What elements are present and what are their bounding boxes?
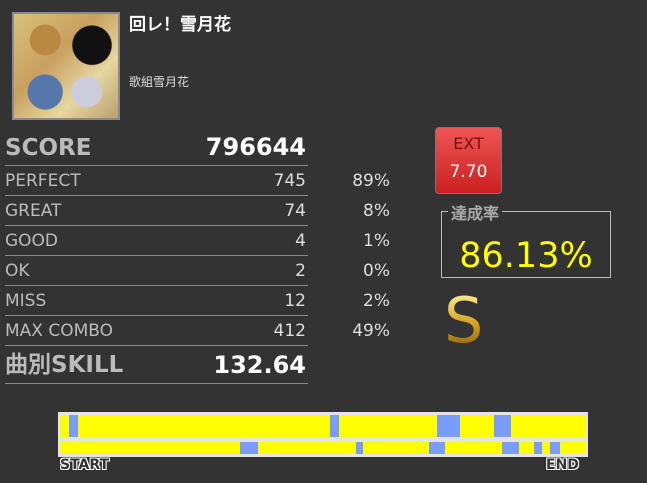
timeline-start-label: START <box>60 457 110 473</box>
judgement-percent: 2% <box>363 291 390 311</box>
timeline-miss-segment <box>502 442 520 454</box>
achievement-label: 達成率 <box>448 200 503 224</box>
timeline-miss-segment <box>68 415 78 437</box>
achievement-value: 86.13% <box>459 236 593 276</box>
judgement-label: MAX COMBO <box>5 321 114 341</box>
judgement-count: 2 <box>295 261 306 281</box>
judgement-label: PERFECT <box>5 171 81 191</box>
difficulty-name: EXT <box>453 134 484 153</box>
judgement-label: GOOD <box>5 231 59 251</box>
timeline-miss-segment <box>550 442 561 454</box>
score-value: 796644 <box>205 133 306 161</box>
song-artist: 歌組雪月花 <box>129 75 190 89</box>
skill-row: 曲別SKILL 132.64 <box>5 346 308 384</box>
judgement-count: 745 <box>273 171 306 191</box>
judgement-row-perfect: PERFECT 745 89% <box>5 166 390 196</box>
timeline-miss-segment <box>240 442 258 454</box>
timeline-miss-segment <box>330 415 340 437</box>
judgement-row-ok: OK 2 0% <box>5 256 390 286</box>
timeline-upper-track <box>60 415 586 437</box>
difficulty-badge: EXT 7.70 <box>435 127 502 194</box>
timeline-graph <box>58 412 588 457</box>
judgement-label: GREAT <box>5 201 62 221</box>
judgement-row-miss: MISS 12 2% <box>5 286 390 316</box>
song-title: 回レ！雪月花 <box>129 15 231 35</box>
album-jacket <box>12 12 120 120</box>
score-row: SCORE 796644 <box>5 128 308 166</box>
timeline-miss-segment <box>355 442 364 454</box>
skill-value: 132.64 <box>213 351 306 379</box>
judgement-percent: 8% <box>363 201 390 221</box>
judgement-label: MISS <box>5 291 47 311</box>
judgement-count: 4 <box>295 231 306 251</box>
judgement-percent: 89% <box>352 171 390 191</box>
timeline-miss-segment <box>437 415 461 437</box>
judgement-row-max-combo: MAX COMBO 412 49% <box>5 316 390 346</box>
judgement-label: OK <box>5 261 30 281</box>
judgement-percent: 49% <box>352 321 390 341</box>
judgement-row-good: GOOD 4 1% <box>5 226 390 256</box>
judgement-count: 412 <box>273 321 306 341</box>
score-label: SCORE <box>5 135 92 161</box>
judgement-percent: 0% <box>363 261 390 281</box>
timeline-miss-segment <box>493 415 512 437</box>
judgement-percent: 1% <box>363 231 390 251</box>
timeline-miss-segment <box>429 442 446 454</box>
judgement-count: 74 <box>284 201 306 221</box>
rank-grade: S <box>444 284 484 357</box>
timeline-lower-track <box>60 442 586 454</box>
timeline-miss-segment <box>533 442 543 454</box>
difficulty-level: 7.70 <box>449 162 488 182</box>
skill-label: 曲別SKILL <box>5 352 124 378</box>
judgement-count: 12 <box>284 291 306 311</box>
achievement-box: 達成率 86.13% <box>441 200 611 278</box>
judgement-row-great: GREAT 74 8% <box>5 196 390 226</box>
timeline-end-label: END <box>546 457 579 473</box>
jacket-image <box>14 14 118 118</box>
